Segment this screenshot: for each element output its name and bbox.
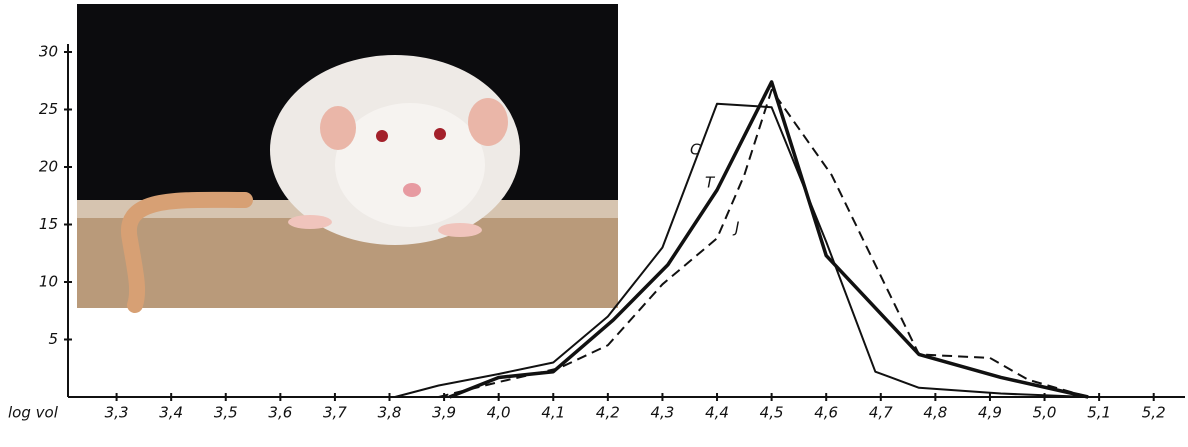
x-tick-label: 5,1 bbox=[1087, 404, 1111, 422]
y-tick-label: 30 bbox=[39, 43, 58, 61]
x-tick-label: 3,8 bbox=[378, 404, 402, 422]
x-tick-label: 4,5 bbox=[760, 404, 784, 422]
x-tick-label: 5,0 bbox=[1033, 404, 1057, 422]
x-tick-label: 4,2 bbox=[596, 404, 620, 422]
x-tick-label: 4,4 bbox=[705, 404, 729, 422]
x-tick-label: 4,8 bbox=[923, 404, 947, 422]
x-tick-label: 4,0 bbox=[487, 404, 511, 422]
x-tick-label: 3,4 bbox=[159, 404, 183, 422]
x-tick-label: 3,9 bbox=[432, 404, 456, 422]
series-label: T bbox=[705, 174, 716, 192]
series-line bbox=[394, 102, 1089, 398]
series-label: J bbox=[732, 219, 739, 237]
x-tick-label: 3,6 bbox=[268, 404, 292, 422]
x-tick-label: 4,9 bbox=[978, 404, 1002, 422]
series-label: C bbox=[690, 141, 701, 159]
x-tick-label: 3,5 bbox=[214, 404, 238, 422]
y-tick-label: 25 bbox=[39, 100, 58, 118]
x-tick-label: 4,3 bbox=[651, 404, 675, 422]
y-tick-label: 5 bbox=[48, 330, 58, 348]
x-tick-label: 5,2 bbox=[1142, 404, 1166, 422]
y-tick-label: 10 bbox=[39, 273, 58, 291]
x-tick-label: 3,3 bbox=[105, 404, 129, 422]
rat-photo bbox=[77, 4, 618, 313]
y-tick-label: 20 bbox=[39, 158, 58, 176]
x-tick-label: 4,7 bbox=[869, 404, 893, 422]
y-tick-label: 15 bbox=[39, 215, 58, 233]
x-axis-label: log vol bbox=[8, 404, 59, 422]
x-tick-label: 4,1 bbox=[541, 404, 565, 422]
x-tick-label: 3,7 bbox=[323, 404, 347, 422]
x-tick-label: 4,6 bbox=[814, 404, 838, 422]
